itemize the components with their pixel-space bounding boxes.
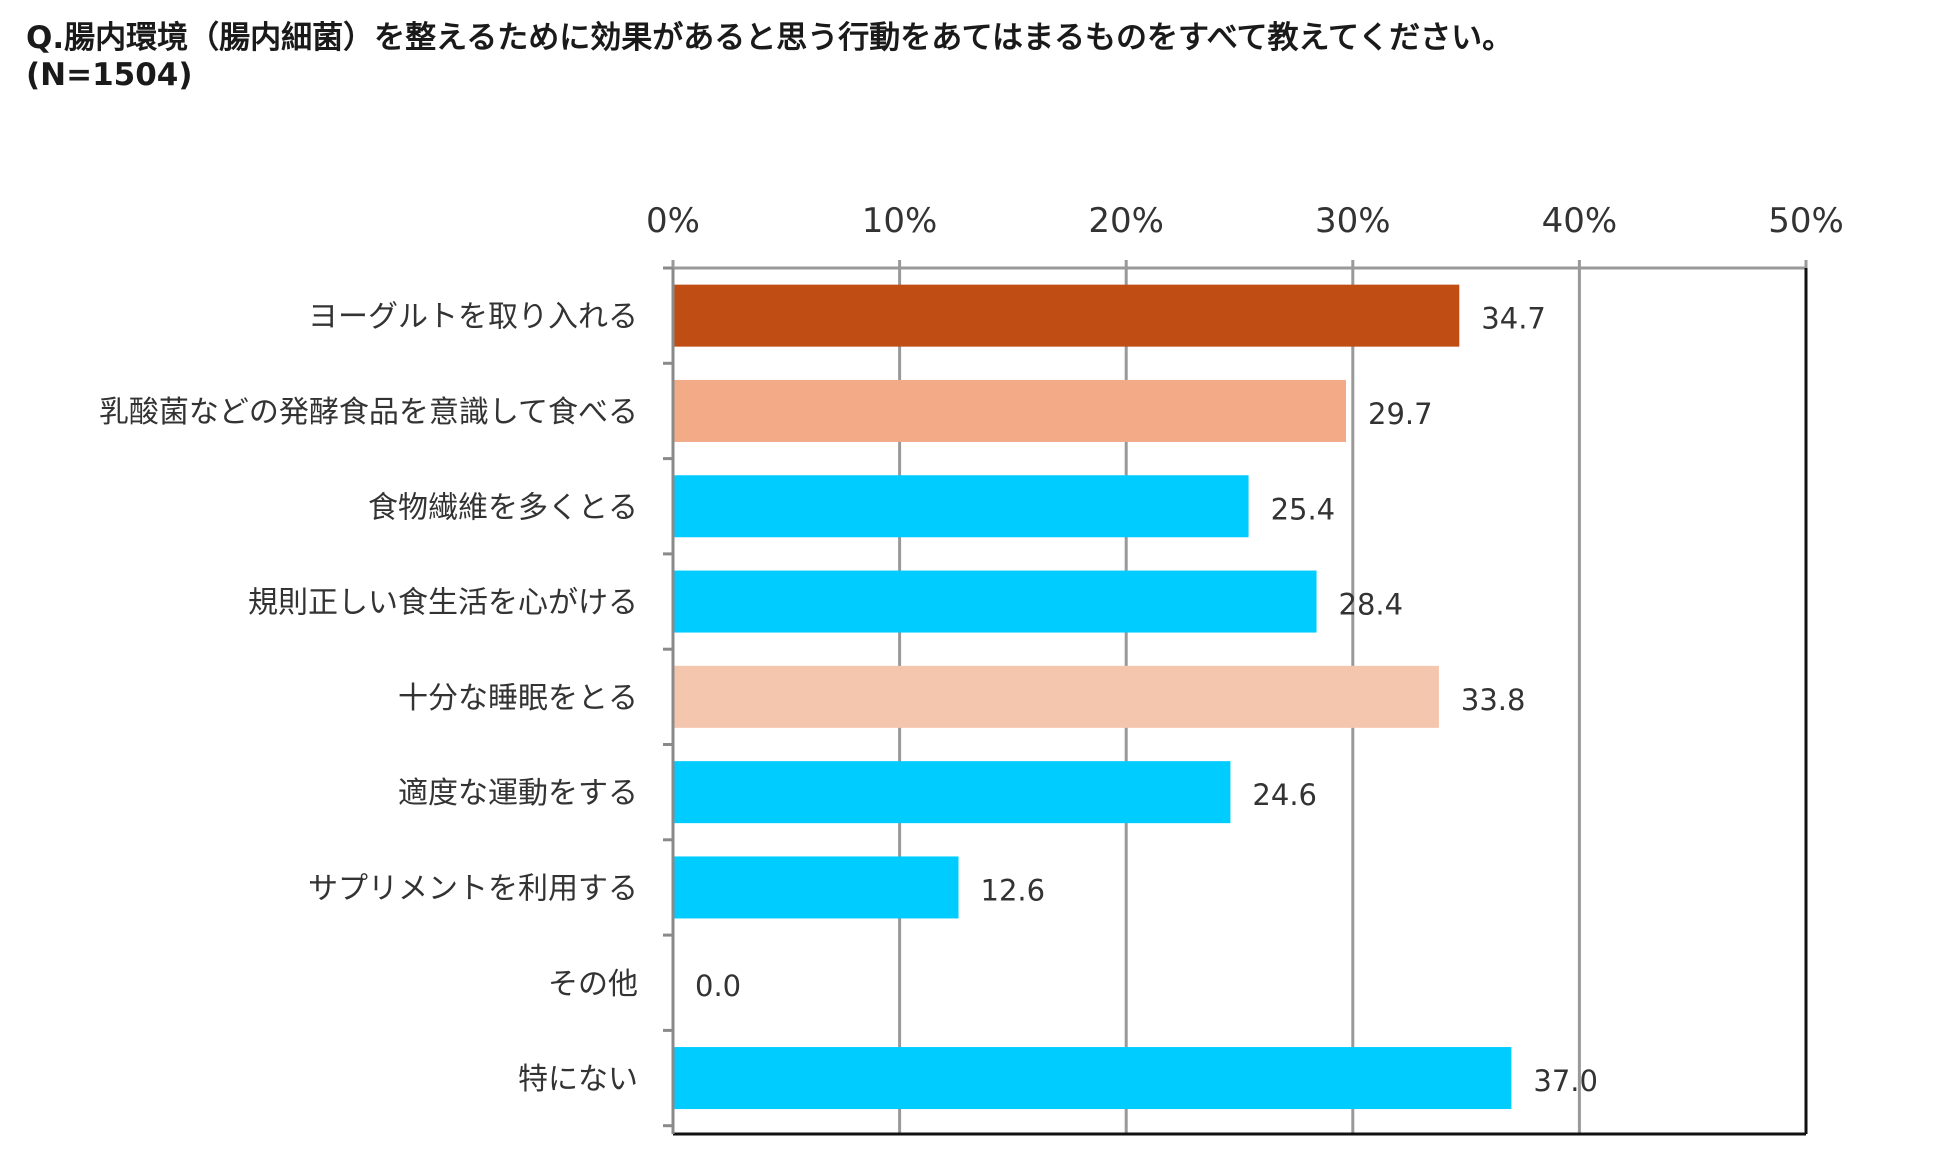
category-label: 適度な運動をする bbox=[398, 776, 638, 811]
category-label: 十分な睡眠をとる bbox=[398, 681, 638, 716]
bar-7 bbox=[673, 856, 959, 919]
x-tick-label: 30% bbox=[1315, 201, 1391, 241]
category-label: 規則正しい食生活を心がける bbox=[248, 586, 638, 621]
x-tick-label: 50% bbox=[1768, 201, 1844, 241]
bar-9 bbox=[673, 1047, 1512, 1110]
x-tick-label: 10% bbox=[862, 201, 938, 241]
data-label: 34.7 bbox=[1481, 302, 1546, 336]
category-label: 特にない bbox=[518, 1062, 638, 1097]
chart-subtitle-n: (N=1504) bbox=[26, 57, 193, 93]
data-label: 25.4 bbox=[1271, 492, 1336, 526]
data-label: 33.8 bbox=[1461, 683, 1526, 717]
bar-6 bbox=[673, 761, 1231, 824]
category-label: 食物繊維を多くとる bbox=[368, 490, 638, 525]
category-label: 乳酸菌などの発酵食品を意識して食べる bbox=[99, 395, 638, 430]
category-label: その他 bbox=[548, 967, 638, 1002]
bar-3 bbox=[673, 475, 1249, 538]
data-label: 29.7 bbox=[1368, 397, 1433, 431]
x-tick-label: 0% bbox=[646, 201, 700, 241]
bar-5 bbox=[673, 665, 1439, 728]
category-label: サプリメントを利用する bbox=[308, 871, 638, 906]
x-tick-label: 40% bbox=[1542, 201, 1618, 241]
data-label: 28.4 bbox=[1339, 588, 1404, 622]
bar-4 bbox=[673, 570, 1317, 633]
bar-2 bbox=[673, 379, 1347, 442]
data-label: 37.0 bbox=[1533, 1064, 1598, 1098]
data-label: 0.0 bbox=[695, 969, 741, 1003]
x-tick-label: 20% bbox=[1088, 201, 1164, 241]
category-label: ヨーグルトを取り入れる bbox=[308, 300, 638, 335]
chart-title: Q.腸内環境（腸内細菌）を整えるために効果があると思う行動をあてはまるものをすべ… bbox=[26, 20, 1514, 56]
bar-1 bbox=[673, 284, 1460, 347]
data-label: 24.6 bbox=[1252, 778, 1317, 812]
data-label: 12.6 bbox=[981, 873, 1046, 907]
